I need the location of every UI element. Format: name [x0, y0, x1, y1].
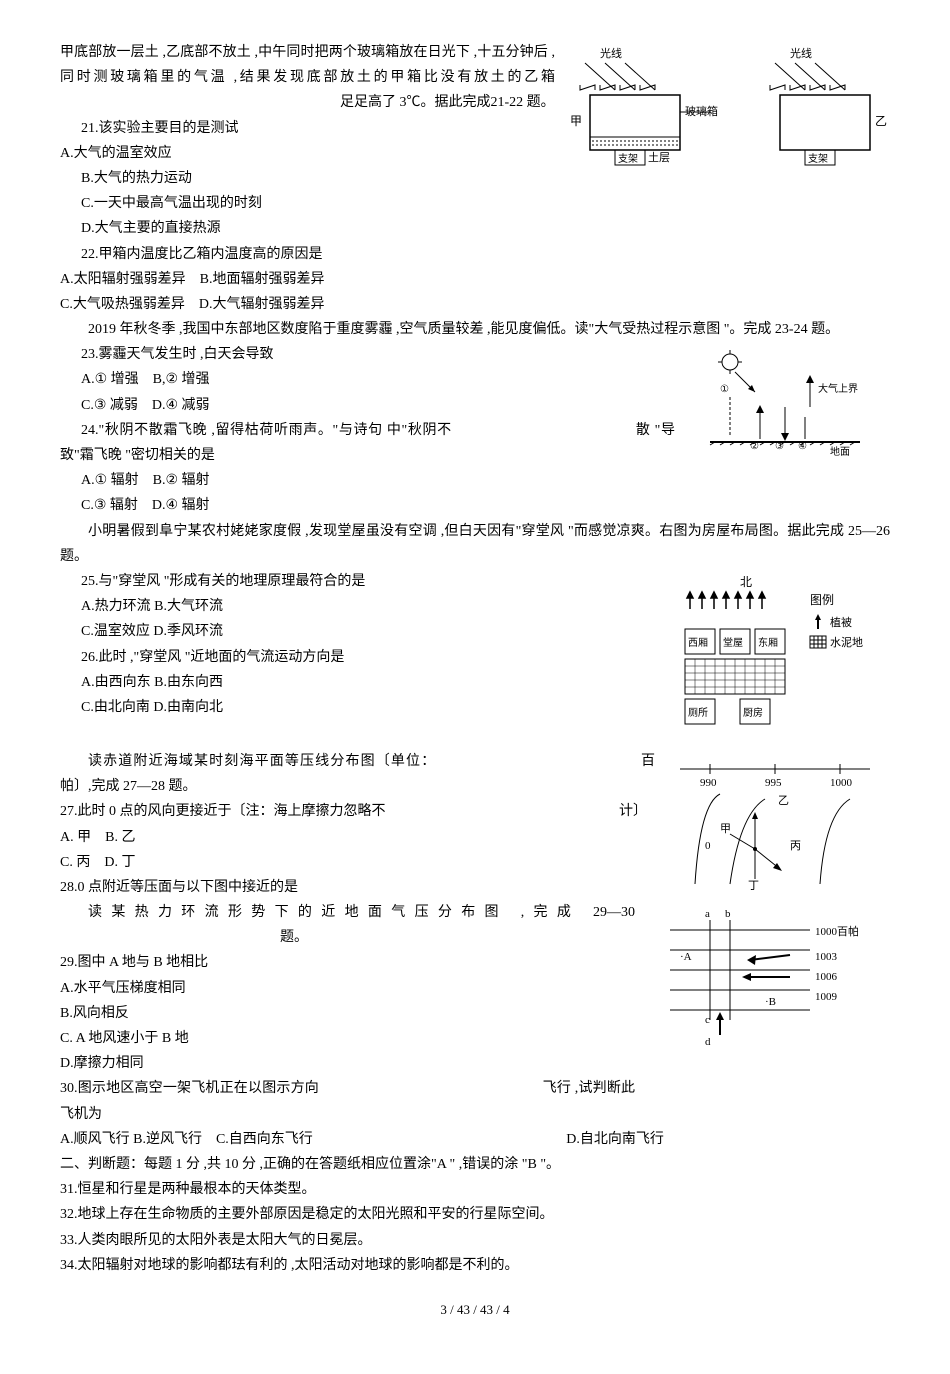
q21-D: D.大气主要的直接热源: [60, 216, 890, 241]
svg-text:甲: 甲: [720, 823, 731, 835]
svg-text:玻璃箱: 玻璃箱: [685, 104, 718, 118]
q30-ABC: A.顺风飞行 B.逆风飞行 C.自西向东飞行: [60, 1132, 313, 1147]
q30-D: D.自北向南飞行: [566, 1132, 664, 1147]
svg-text:支架: 支架: [808, 153, 828, 165]
q22-stem: 22.甲箱内温度比乙箱内温度高的原因是: [60, 242, 890, 267]
svg-text:·A: ·A: [680, 951, 692, 963]
intro1-text: 甲底部放一层土 ,乙底部不放土 ,中午同时把两个玻璃箱放在日光下 ,十五分钟后 …: [60, 45, 555, 85]
svg-text:北: 北: [740, 575, 752, 589]
svg-text:乙: 乙: [875, 114, 887, 128]
svg-text:图例: 图例: [810, 593, 834, 607]
svg-text:堂屋: 堂屋: [723, 637, 743, 649]
section2-header: 二、判断题：每题 1 分 ,共 10 分 ,正确的在答题纸相应位置涂"A " ,…: [60, 1152, 890, 1177]
svg-text:丙: 丙: [790, 840, 801, 852]
q30-stem: 30.图示地区高空一架飞机正在以图示方向 飞行 ,试判断此飞机为: [60, 1076, 890, 1126]
figure-glass-boxes: 光线 甲 土层 支架 玻璃箱 光线: [570, 45, 890, 195]
figure-house: 北 图例 植被 水泥地 西厢 堂屋 东厢: [670, 574, 890, 744]
svg-text:土层: 土层: [648, 151, 670, 164]
svg-text:b: b: [725, 908, 731, 920]
svg-text:光线: 光线: [790, 46, 812, 60]
q24-AB: A.① 辐射 B.② 辐射: [60, 468, 890, 493]
isobar-svg: 990 995 1000 0 乙 甲 丙 丁: [670, 754, 890, 894]
q22-CD: C.大气吸热强弱差异 D.大气辐射强弱差异: [60, 292, 890, 317]
q33: 33.人类肉眼所见的太阳外表是太阳大气的日冕层。: [60, 1228, 890, 1253]
figure-atmosphere: ① 大气上界 ② ③ ④ 地面: [690, 347, 890, 467]
q27-stem-part1: 27.此时 0 点的风向更接近于〔注：海上摩擦力忽略不: [60, 804, 386, 819]
svg-text:水泥地: 水泥地: [830, 636, 863, 649]
svg-text:1000百帕: 1000百帕: [815, 924, 859, 938]
glass-boxes-svg: 光线 甲 土层 支架 玻璃箱 光线: [570, 45, 890, 195]
svg-text:1003: 1003: [815, 951, 838, 963]
house-svg: 北 图例 植被 水泥地 西厢 堂屋 东厢: [670, 574, 890, 744]
svg-text:丁: 丁: [748, 880, 759, 892]
svg-text:1009: 1009: [815, 991, 838, 1003]
svg-text:①: ①: [720, 384, 729, 395]
page-footer: 3 / 43 / 43 / 4: [60, 1298, 890, 1321]
svg-text:东厢: 东厢: [758, 636, 778, 649]
figure-isobar: 990 995 1000 0 乙 甲 丙 丁: [670, 754, 890, 894]
svg-text:0: 0: [705, 840, 711, 852]
svg-text:1006: 1006: [815, 971, 838, 983]
q27-stem-part2: 计〕: [619, 804, 647, 819]
q30-stem-part1: 30.图示地区高空一架飞机正在以图示方向: [60, 1081, 319, 1096]
svg-text:光线: 光线: [600, 46, 622, 60]
intro5-part2: 题。: [280, 930, 308, 945]
q32: 32.地球上存在生命物质的主要外部原因是稳定的太阳光照和平安的行星际空间。: [60, 1202, 890, 1227]
intro5-part1: 读某热力环流形势下的近地面气压分布图 ,完成 29—30: [88, 905, 635, 920]
intro4-part1: 读赤道附近海域某时刻海平面等压线分布图〔单位：: [88, 754, 436, 769]
svg-text:1000: 1000: [830, 777, 853, 789]
svg-text:地面: 地面: [830, 445, 850, 458]
q30-ABCD: A.顺风飞行 B.逆风飞行 C.自西向东飞行 D.自北向南飞行: [60, 1127, 890, 1152]
q31: 31.恒星和行星是两种最根本的天体类型。: [60, 1177, 890, 1202]
svg-text:西厢: 西厢: [688, 637, 708, 649]
svg-text:乙: 乙: [778, 794, 789, 807]
svg-text:植被: 植被: [830, 615, 852, 629]
svg-text:甲: 甲: [570, 114, 582, 128]
q34: 34.太阳辐射对地球的影响都珐有利的 ,太阳活动对地球的影响都是不利的。: [60, 1253, 890, 1278]
intro-25-26: 小明暑假到阜宁某农村姥姥家度假 ,发现堂屋虽没有空调 ,但白天因有"穿堂风 "而…: [60, 519, 890, 569]
figure-pressure: a b 1000百帕 1003 1006 1009 ·A ·B c d: [650, 905, 890, 1075]
q24-CD: C.③ 辐射 D.④ 辐射: [60, 493, 890, 518]
svg-text:d: d: [705, 1036, 711, 1048]
svg-text:·B: ·B: [765, 996, 776, 1008]
intro1-tail: 足足高了 3℃。据此完成21-22 题。: [340, 95, 555, 110]
q22-AB: A.太阳辐射强弱差异 B.地面辐射强弱差异: [60, 267, 890, 292]
svg-text:990: 990: [700, 777, 717, 789]
intro-23-24: 2019 年秋冬季 ,我国中东部地区数度陷于重度雾霾 ,空气质量较差 ,能见度偏…: [60, 317, 890, 342]
svg-text:大气上界: 大气上界: [818, 382, 858, 395]
svg-text:995: 995: [765, 777, 782, 789]
svg-text:a: a: [705, 908, 710, 920]
svg-text:厕所: 厕所: [688, 707, 708, 719]
pressure-svg: a b 1000百帕 1003 1006 1009 ·A ·B c d: [650, 905, 890, 1075]
svg-text:支架: 支架: [618, 153, 638, 165]
q24-stem-part1: 24."秋阴不散霜飞晚 ,留得枯荷听雨声。"与诗句 中"秋阴不: [81, 423, 452, 438]
atmosphere-svg: ① 大气上界 ② ③ ④ 地面: [690, 347, 890, 467]
svg-text:厨房: 厨房: [743, 706, 763, 719]
svg-text:c: c: [705, 1014, 710, 1026]
